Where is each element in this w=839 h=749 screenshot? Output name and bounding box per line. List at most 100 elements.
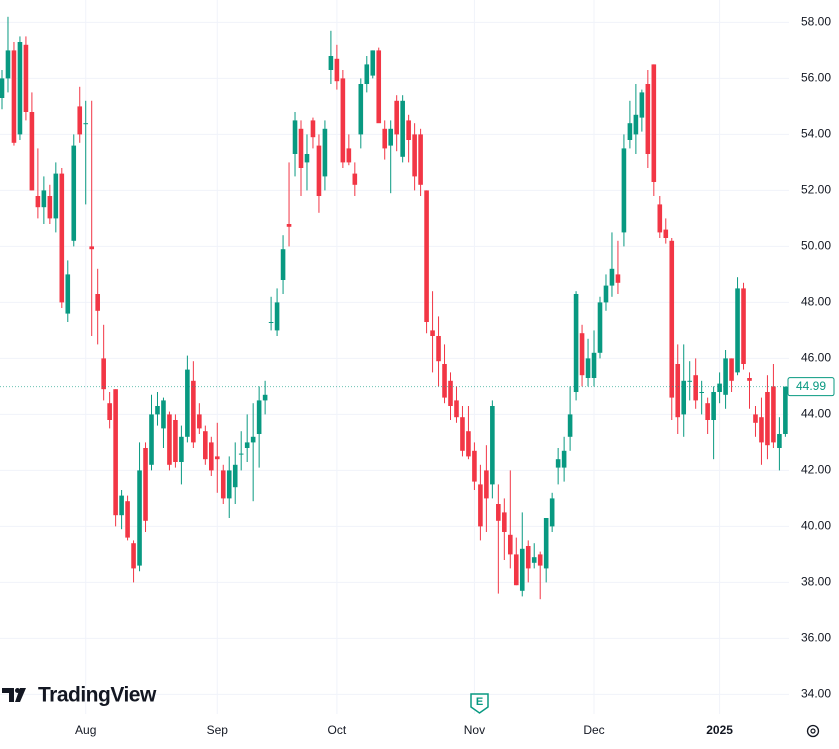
candle-body xyxy=(460,417,465,451)
candle-body xyxy=(531,557,537,563)
candle-body xyxy=(513,554,519,586)
candle-body xyxy=(304,154,310,163)
candle-body xyxy=(442,364,447,398)
candle-body xyxy=(717,383,722,392)
x-tick-label: 2025 xyxy=(706,723,733,737)
candle-body xyxy=(370,50,376,76)
candle-body xyxy=(418,134,423,185)
candle-body xyxy=(759,417,764,443)
last-price-box xyxy=(787,377,835,397)
candle-body xyxy=(663,229,669,238)
candle-body xyxy=(262,394,268,401)
candle-body xyxy=(238,453,244,455)
candle-body xyxy=(771,386,776,443)
y-tick-label: 52.00 xyxy=(801,183,831,197)
candle-body xyxy=(400,100,405,157)
candle-body xyxy=(137,470,142,566)
candle-body xyxy=(711,392,716,420)
candle-body xyxy=(131,543,136,569)
y-tick-label: 54.00 xyxy=(801,127,831,141)
candle-body xyxy=(101,358,106,390)
candle-body xyxy=(735,288,740,373)
earnings-badge xyxy=(470,693,489,714)
candle-body xyxy=(723,358,728,395)
candle-body xyxy=(765,392,770,446)
candle-body xyxy=(747,378,752,381)
candle-body xyxy=(143,448,148,521)
candle-body xyxy=(525,546,531,569)
candle-body xyxy=(699,392,704,393)
candle-body xyxy=(519,548,525,591)
candle-body xyxy=(155,406,160,415)
candle-body xyxy=(376,50,382,124)
y-tick-label: 56.00 xyxy=(801,71,831,85)
candle-body xyxy=(484,470,489,499)
candle-body xyxy=(579,333,585,376)
candle-body xyxy=(448,380,453,406)
candle-body xyxy=(256,400,262,434)
candle-body xyxy=(543,518,549,569)
candle-body xyxy=(191,380,196,443)
candle-body xyxy=(639,92,645,118)
candle-body xyxy=(280,249,286,280)
settings-icon[interactable] xyxy=(806,724,820,738)
candle-body xyxy=(693,375,698,401)
candle-body xyxy=(621,148,627,233)
candle-body xyxy=(35,196,41,208)
candle-body xyxy=(496,504,501,521)
x-tick-label: Oct xyxy=(328,723,347,737)
candle-body xyxy=(603,285,609,303)
candle-body xyxy=(274,302,280,331)
candle-body xyxy=(585,358,591,378)
settings[interactable] xyxy=(806,724,820,738)
candle-body xyxy=(185,369,190,437)
candle-body xyxy=(358,84,364,135)
y-tick-label: 48.00 xyxy=(801,295,831,309)
logo: TradingView xyxy=(2,684,157,707)
y-tick-label: 38.00 xyxy=(801,575,831,589)
candle-body xyxy=(59,173,65,303)
x-tick-label: Dec xyxy=(583,723,604,737)
logo-dot xyxy=(15,688,20,693)
candle-body xyxy=(53,173,59,219)
candle-body xyxy=(226,470,232,499)
candle-body xyxy=(214,456,220,460)
candle-body xyxy=(119,495,124,516)
candle-body xyxy=(197,414,202,429)
candle-body xyxy=(334,58,340,82)
candle-body xyxy=(5,50,11,79)
candle-body xyxy=(424,190,429,322)
candle-body xyxy=(615,274,621,283)
candle-body xyxy=(83,123,89,125)
candle-body xyxy=(298,128,304,168)
candle-body xyxy=(322,128,328,177)
earnings-marker: E xyxy=(470,693,489,714)
candle-body xyxy=(352,173,358,185)
candle-body xyxy=(203,431,208,460)
candle-body xyxy=(657,204,663,233)
y-tick-label: 44.00 xyxy=(801,407,831,421)
candle-body xyxy=(406,120,411,140)
candle-body xyxy=(609,268,615,286)
candle-body xyxy=(17,42,23,135)
candle-body xyxy=(681,380,687,415)
candle-body xyxy=(388,128,393,146)
candles xyxy=(0,16,789,600)
candle-body xyxy=(472,450,477,482)
watermark: TradingView xyxy=(38,684,157,707)
candle-body xyxy=(675,364,681,418)
candle-body xyxy=(11,50,17,143)
candle-body xyxy=(645,84,651,154)
candle-body xyxy=(244,442,250,448)
candle-body xyxy=(364,64,370,84)
candle-body xyxy=(394,100,399,135)
candle-body xyxy=(71,145,77,241)
candle-body xyxy=(89,246,94,250)
candle-body xyxy=(466,431,471,457)
candle-body xyxy=(316,145,322,196)
candle-body xyxy=(561,450,567,468)
candle-body xyxy=(209,442,214,471)
candle-body xyxy=(597,302,603,353)
